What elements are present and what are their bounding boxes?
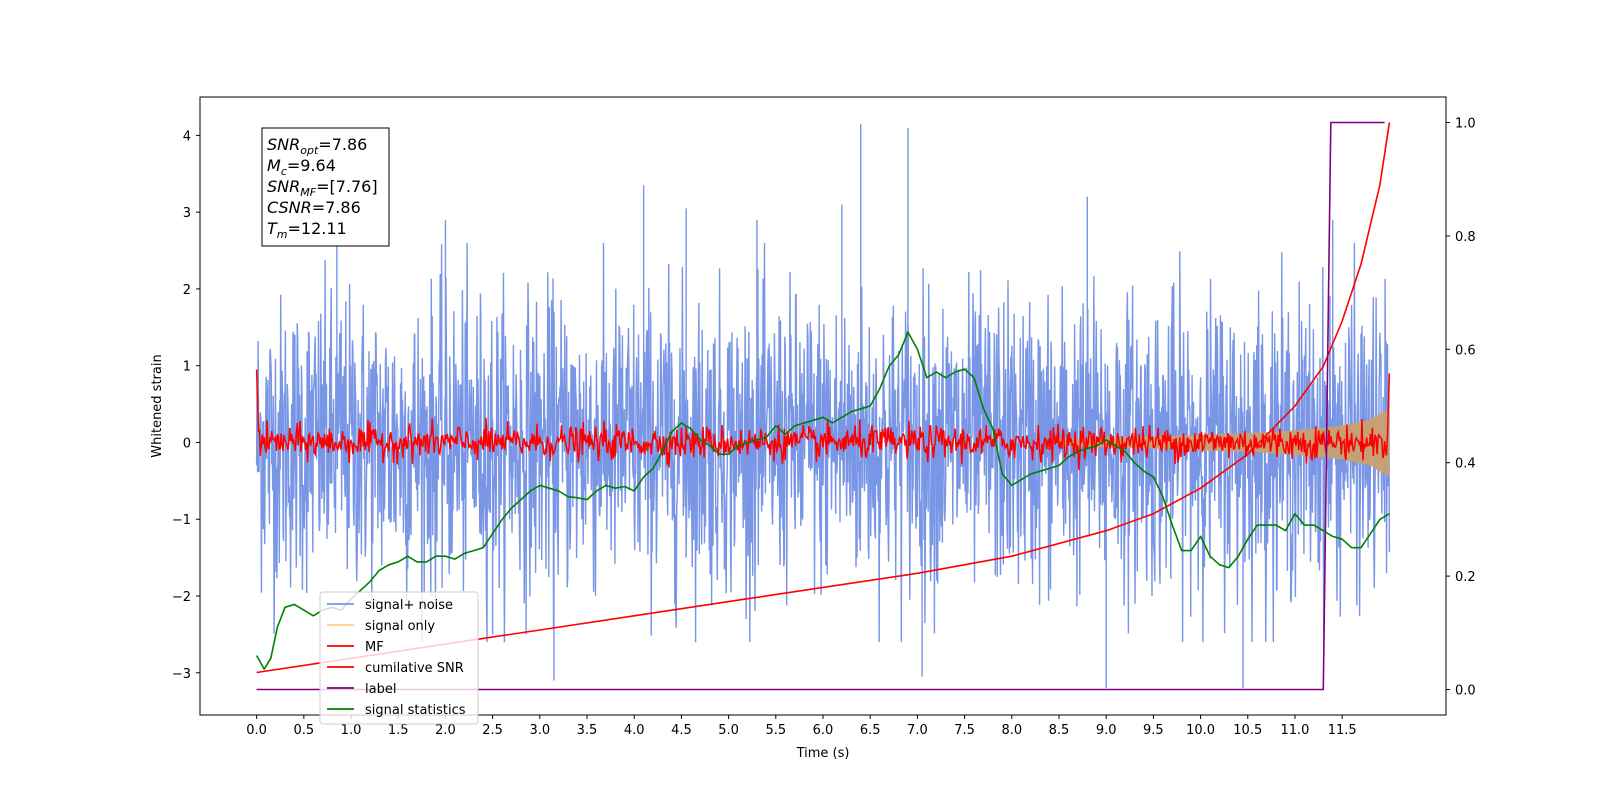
y-tick-label: 3: [183, 206, 191, 221]
y-tick-label: −1: [172, 513, 191, 528]
annotation-line: SNRMF=[7.76]: [267, 177, 378, 199]
legend-frame: [319, 591, 479, 725]
y-tick-label: −2: [172, 590, 191, 605]
series-mf-line: [255, 369, 1391, 471]
legend-label: cumilative SNR: [365, 661, 464, 676]
y2-tick-label: 0.2: [1455, 570, 1476, 585]
series-cumulative-snr-line: [256, 122, 1391, 674]
y-axis-left: −3 −2 −1 0 1 2 3 4: [172, 129, 200, 682]
legend-label: label: [365, 682, 396, 697]
x-tick-label: 6.0: [813, 723, 834, 738]
legend-label: signal statistics: [365, 703, 466, 718]
x-tick-label: 3.0: [529, 723, 550, 738]
series-signal-noise-line: [255, 242, 1391, 643]
x-tick-label: 6.5: [860, 723, 881, 738]
y2-tick-label: 1.0: [1455, 117, 1476, 132]
x-tick-label: 2.5: [482, 723, 503, 738]
annotation-frame: [261, 127, 390, 247]
x-tick-label: 10.5: [1233, 723, 1262, 738]
x-tick-label: 11.0: [1280, 723, 1309, 738]
x-tick-label: 2.0: [435, 723, 456, 738]
y-tick-label: 2: [183, 283, 191, 298]
x-tick-label: 3.5: [577, 723, 598, 738]
x-tick-label: 9.0: [1096, 723, 1117, 738]
series-label-line: [256, 121, 1385, 691]
x-tick-label: 10.0: [1186, 723, 1215, 738]
x-tick-label: 8.0: [1001, 723, 1022, 738]
legend-item: signal only: [327, 619, 435, 634]
x-axis-label: Time (s): [796, 746, 850, 761]
series-signal-noise-spikes: [336, 123, 1334, 689]
y-tick-label: 4: [183, 129, 191, 144]
x-axis: 0.0 0.5 1.0 1.5 2.0 2.5 3.0 3.5 4.0 4.5 5.0 5.5 6.0 6…: [246, 715, 1357, 738]
x-tick-label: 0.0: [246, 723, 267, 738]
x-tick-label: 7.0: [907, 723, 928, 738]
legend-label: MF: [365, 640, 384, 655]
legend-item: MF: [327, 640, 384, 655]
y2-tick-label: 0.6: [1455, 343, 1476, 358]
y-tick-label: −3: [172, 667, 191, 682]
x-tick-label: 5.0: [718, 723, 739, 738]
x-tick-label: 11.5: [1328, 723, 1357, 738]
x-tick-label: 4.0: [624, 723, 645, 738]
y-tick-label: 1: [183, 360, 191, 375]
y2-tick-label: 0.8: [1455, 230, 1476, 245]
x-tick-label: 4.5: [671, 723, 692, 738]
legend-item: signal statistics: [327, 703, 466, 718]
legend-item: cumilative SNR: [327, 661, 464, 676]
x-tick-label: 0.5: [293, 723, 314, 738]
x-tick-label: 5.5: [765, 723, 786, 738]
annotation-line: CSNR=7.86: [267, 198, 361, 217]
legend-item: label: [327, 682, 396, 697]
series-layer: [255, 121, 1391, 691]
x-tick-label: 9.5: [1143, 723, 1164, 738]
series-signal-statistics-line: [255, 331, 1390, 670]
y2-tick-label: 0.0: [1455, 683, 1476, 698]
legend-label: signal+ noise: [365, 598, 453, 613]
y-tick-label: 0: [183, 436, 191, 451]
x-tick-label: 1.5: [388, 723, 409, 738]
x-tick-label: 7.5: [954, 723, 975, 738]
x-tick-label: 1.0: [341, 723, 362, 738]
legend-item: signal+ noise: [327, 598, 453, 613]
x-tick-label: 8.5: [1049, 723, 1070, 738]
y-axis-label: Whitened strain: [150, 354, 165, 457]
annotation-line: Mc=9.64: [267, 156, 336, 178]
y2-tick-label: 0.4: [1455, 457, 1476, 472]
annotation-line: SNRopt=7.86: [267, 135, 367, 157]
legend-label: signal only: [365, 619, 435, 634]
legend: signal+ noise signal only MF cumilative SNR…: [319, 591, 479, 725]
annotation-line: Tm=12.11: [267, 219, 347, 241]
y-axis-right: 0.0 0.2 0.4 0.6 0.8 1.0: [1446, 117, 1476, 698]
